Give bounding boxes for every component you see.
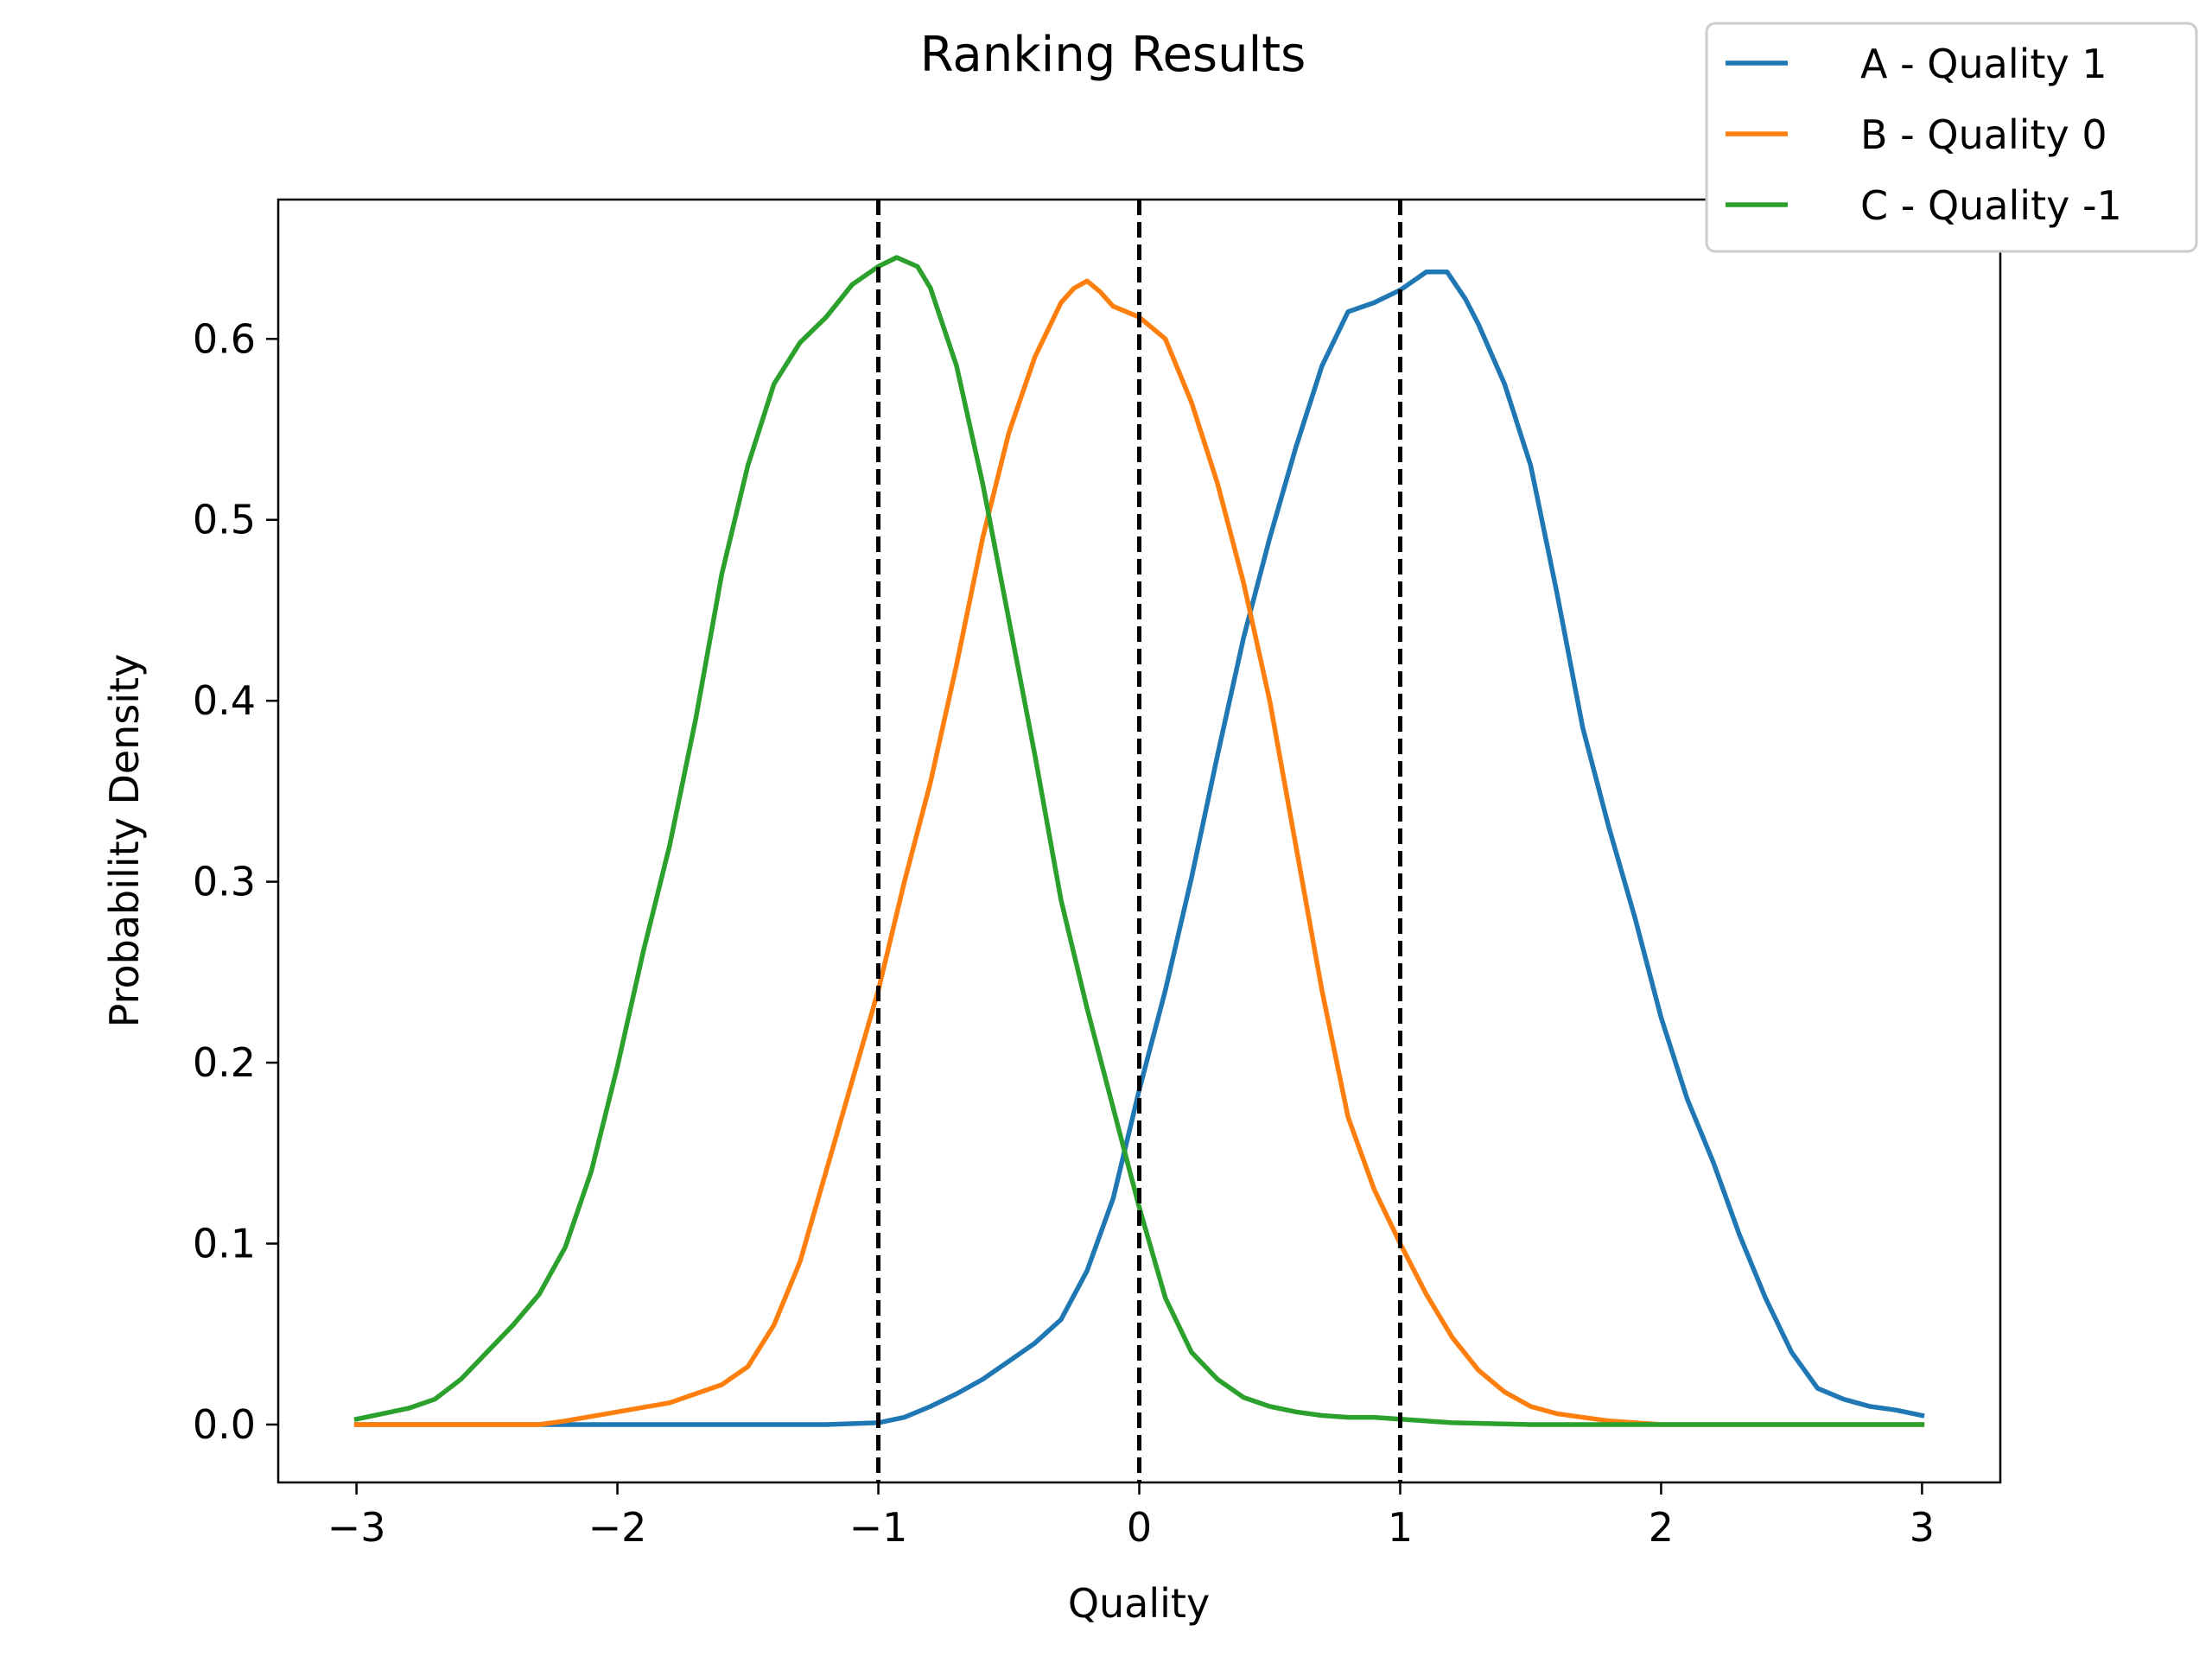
- chart-title: Ranking Results: [920, 27, 1306, 83]
- x-tick-label: −3: [327, 1504, 386, 1551]
- x-tick-label: −1: [849, 1504, 908, 1551]
- series-line-a: [353, 270, 1925, 1427]
- y-tick-label: 0.0: [193, 1401, 256, 1448]
- y-tick-label: 0.3: [193, 859, 256, 905]
- x-tick-label: −2: [588, 1504, 647, 1551]
- plot-area: [353, 200, 1925, 1482]
- x-ticks: −3 −2 −1 0 1 2 3: [327, 1482, 1935, 1551]
- y-tick-label: 0.1: [193, 1221, 256, 1267]
- x-tick-label: 3: [1910, 1504, 1935, 1551]
- y-axis-label: Probability Density: [101, 654, 148, 1028]
- series-line-b: [353, 278, 1925, 1427]
- legend-label-a: A - Quality 1: [1860, 41, 2107, 87]
- legend-label-c: C - Quality -1: [1860, 182, 2122, 229]
- legend-box: [1705, 22, 2198, 253]
- y-ticks: 0.0 0.1 0.2 0.3 0.4 0.5 0.6: [193, 315, 278, 1448]
- y-tick-label: 0.5: [193, 497, 256, 543]
- x-tick-label: 1: [1388, 1504, 1413, 1551]
- x-axis-label: Quality: [1068, 1580, 1210, 1627]
- y-tick-label: 0.2: [193, 1039, 256, 1086]
- y-tick-label: 0.6: [193, 315, 256, 362]
- x-tick-label: 0: [1127, 1504, 1152, 1551]
- series-line-c: [353, 255, 1925, 1427]
- x-tick-label: 2: [1649, 1504, 1674, 1551]
- y-tick-label: 0.4: [193, 677, 256, 724]
- legend: A - Quality 1 B - Quality 0 C - Quality …: [1705, 22, 2198, 253]
- legend-label-b: B - Quality 0: [1860, 111, 2107, 158]
